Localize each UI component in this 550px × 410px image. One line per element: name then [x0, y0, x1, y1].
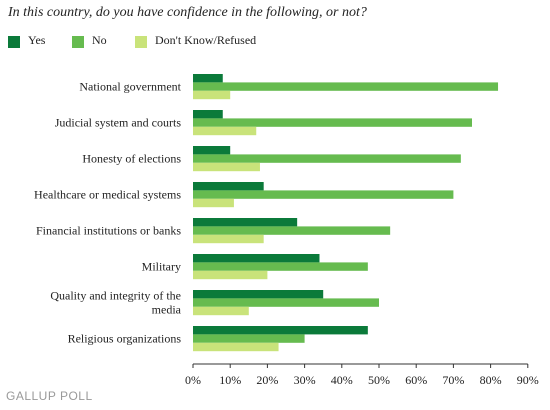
bar [193, 146, 231, 155]
bar [193, 118, 472, 127]
bar [193, 154, 461, 163]
x-tick-label: 90% [517, 373, 539, 387]
bar [193, 82, 499, 91]
bar [193, 126, 257, 136]
bar [193, 190, 454, 199]
legend-swatch [72, 36, 84, 48]
legend-swatch [8, 36, 20, 48]
legend-label: Don't Know/Refused [155, 33, 257, 47]
x-tick-label: 40% [331, 373, 353, 387]
bar [193, 110, 223, 119]
category-label: National government [79, 80, 181, 94]
category-label: Financial institutions or banks [36, 224, 181, 238]
legend-label: No [92, 33, 107, 47]
x-tick-label: 30% [294, 373, 316, 387]
bar [193, 306, 249, 316]
category-label: Healthcare or medical systems [34, 188, 181, 202]
x-tick-label: 60% [405, 373, 427, 387]
legend-swatch [135, 36, 147, 48]
bar [193, 198, 234, 208]
x-tick-label: 20% [256, 373, 278, 387]
bar [193, 334, 305, 343]
bar [193, 90, 231, 100]
bar [193, 254, 320, 263]
bar [193, 226, 391, 235]
category-label: Honesty of elections [82, 152, 181, 166]
bar [193, 298, 379, 307]
bar [193, 342, 279, 352]
bar [193, 270, 268, 280]
bar [193, 262, 368, 271]
source-label: GALLUP POLL [6, 389, 93, 403]
x-tick-label: 0% [185, 373, 201, 387]
bar [193, 218, 298, 227]
category-label: Judicial system and courts [55, 116, 182, 130]
x-tick-label: 10% [219, 373, 241, 387]
bar [193, 326, 368, 335]
legend-label: Yes [28, 33, 46, 47]
bar [193, 234, 264, 244]
bar [193, 74, 223, 83]
category-label: Quality and integrity of the [50, 289, 181, 303]
category-label: media [152, 303, 182, 317]
bar [193, 162, 260, 172]
category-label: Religious organizations [68, 332, 182, 346]
chart-title: In this country, do you have confidence … [8, 5, 367, 20]
x-tick-label: 80% [480, 373, 502, 387]
bar [193, 182, 264, 191]
bar [193, 290, 324, 299]
category-label: Military [142, 260, 181, 274]
x-tick-label: 50% [368, 373, 390, 387]
x-tick-label: 70% [442, 373, 464, 387]
